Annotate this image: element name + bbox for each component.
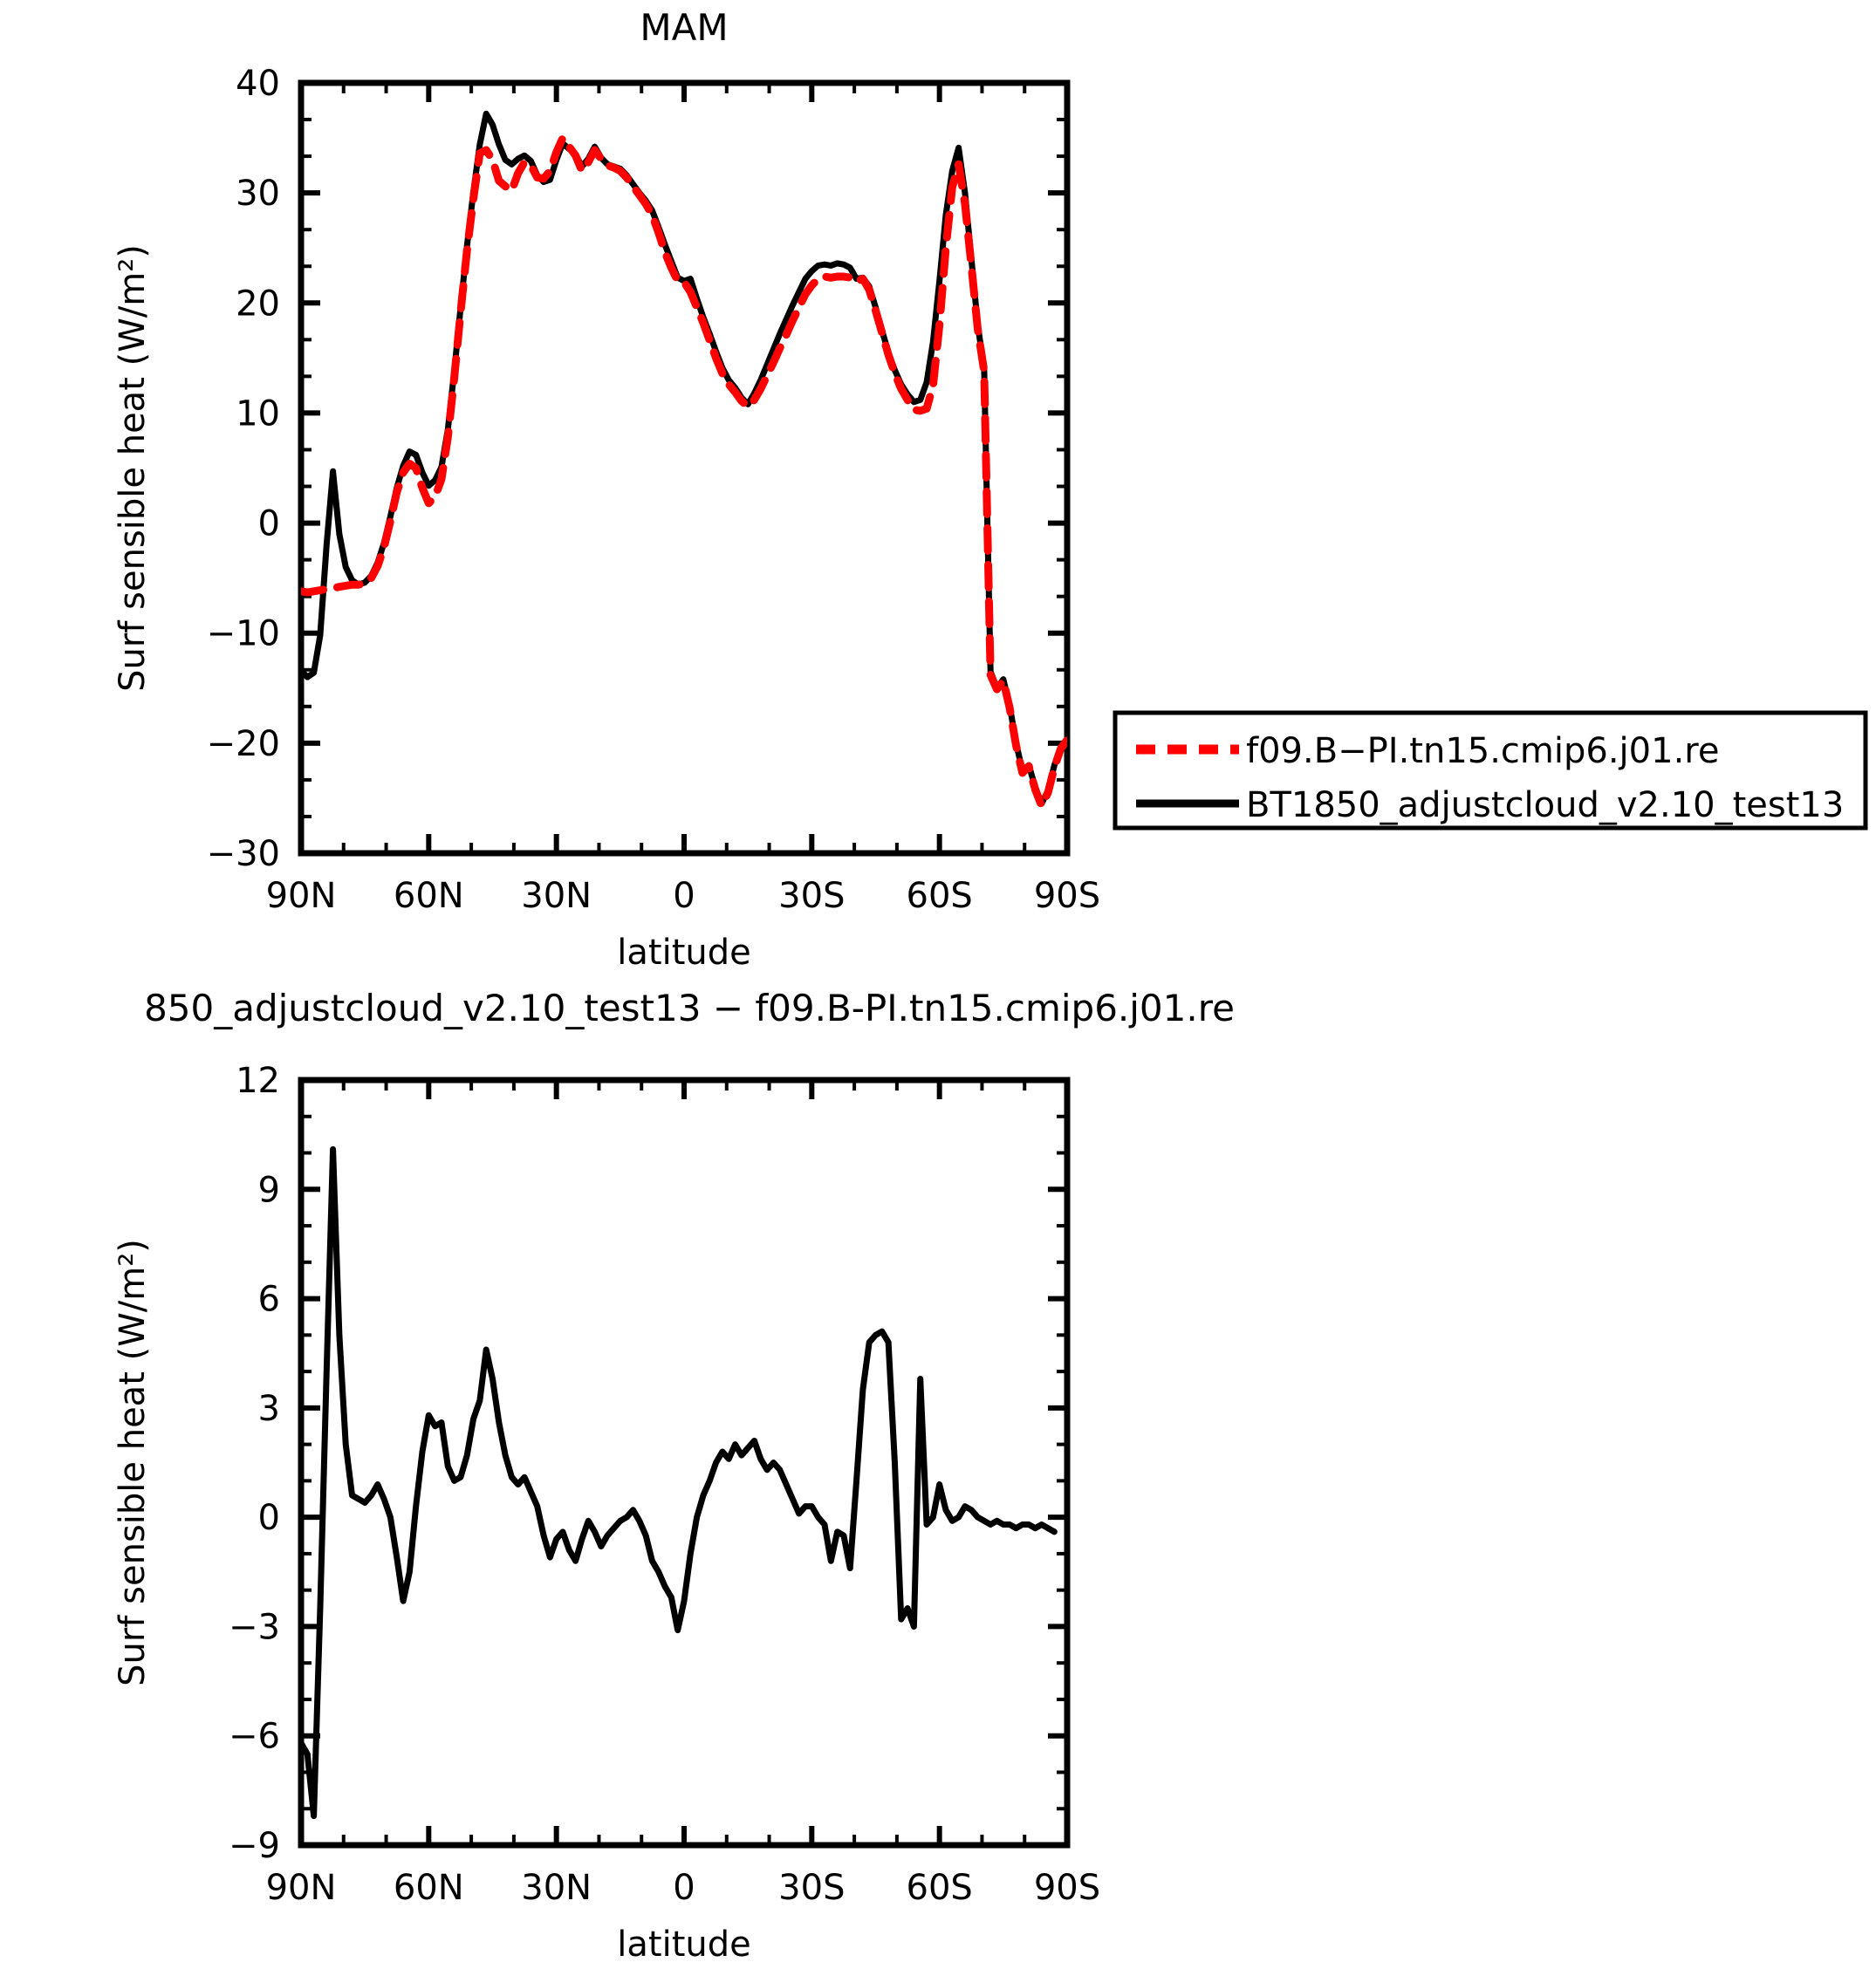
y-tick-label: 6 <box>258 1280 280 1320</box>
x-tick-label: 30S <box>778 876 845 916</box>
y-tick-label: −30 <box>207 834 280 874</box>
legend-label-1: BT1850_adjustcloud_v2.10_test13 <box>1246 785 1844 825</box>
x-tick-label: 30N <box>521 876 592 916</box>
x-tick-label: 30S <box>778 1868 845 1908</box>
y-tick-label: 3 <box>258 1389 280 1429</box>
y-tick-label: 0 <box>258 504 280 544</box>
panel-title: MAM <box>640 6 728 49</box>
panel-title: 850_adjustcloud_v2.10_test13 − f09.B-PI.… <box>144 987 1235 1029</box>
x-tick-label: 90S <box>1034 1868 1100 1908</box>
y-tick-label: −9 <box>229 1826 280 1866</box>
y-tick-label: −10 <box>207 614 280 654</box>
x-tick-label: 90S <box>1034 876 1100 916</box>
y-tick-label: −20 <box>207 724 280 764</box>
y-tick-label: −6 <box>229 1717 280 1757</box>
plot-frame <box>298 1077 1071 1849</box>
y-tick-label: 12 <box>236 1061 280 1101</box>
x-tick-label: 60S <box>907 1868 973 1908</box>
y-tick-label: 30 <box>236 174 280 214</box>
y-tick-label: 10 <box>236 393 280 434</box>
y-tick-label: −3 <box>229 1607 280 1647</box>
x-tick-label: 0 <box>673 1868 695 1908</box>
x-tick-label: 30N <box>521 1868 592 1908</box>
y-tick-label: 20 <box>236 284 280 324</box>
series-line-difference <box>301 1145 1058 1820</box>
x-tick-label: 60N <box>394 1868 464 1908</box>
series-line-f09.B-PI.tn15.cmip6.j01.re <box>301 133 1067 810</box>
y-tick-label: 0 <box>258 1498 280 1538</box>
y-tick-label: 9 <box>258 1170 280 1210</box>
legend-box <box>1113 710 1868 831</box>
x-axis-title: latitude <box>617 1925 750 1965</box>
x-tick-label: 60N <box>394 876 464 916</box>
x-tick-label: 60S <box>907 876 973 916</box>
series-line-BT1850_adjustcloud_v2.10_test13 <box>301 110 1067 807</box>
panel-bottom-panel: −9 −6 −3 0 3 6 9 12 90N 60N 30N 0 30S 60S 90S 850_adjus… <box>113 987 1235 1965</box>
legend: f09.B−PI.tn15.cmip6.j01.re BT1850_adjustc… <box>1113 710 1868 831</box>
y-tick-label: 40 <box>236 64 280 104</box>
x-tick-label: 0 <box>673 876 695 916</box>
panel-top-panel: −30 −20 −10 0 10 20 30 40 90N 60N 30N 0 30S 60S 90S MAM… <box>113 6 1100 973</box>
y-axis-title: Surf sensible heat (W/m²) <box>113 244 153 692</box>
x-tick-label: 90N <box>266 876 337 916</box>
series-group <box>301 1145 1058 1820</box>
x-tick-label: 90N <box>266 1868 337 1908</box>
series-group <box>301 110 1067 810</box>
y-axis-title: Surf sensible heat (W/m²) <box>113 1239 153 1686</box>
legend-label-0: f09.B−PI.tn15.cmip6.j01.re <box>1246 731 1719 771</box>
x-axis-title: latitude <box>617 933 750 973</box>
